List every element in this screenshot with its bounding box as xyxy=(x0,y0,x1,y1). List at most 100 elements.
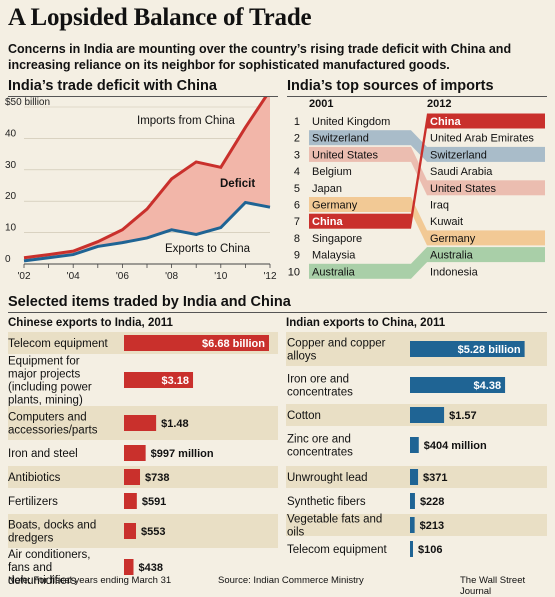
row-shading xyxy=(8,514,278,548)
y-tick-label: 0 xyxy=(5,254,11,265)
country-2001: Belgium xyxy=(312,166,352,178)
imports-series-label: Imports from China xyxy=(137,115,235,127)
value-bar xyxy=(124,372,194,388)
country-2012: Germany xyxy=(430,233,476,245)
value-bar xyxy=(410,541,413,557)
value-label: $213 xyxy=(420,520,444,532)
deficit-chart-heading: India’s trade deficit with China xyxy=(8,78,217,94)
highlight-2001 xyxy=(309,263,411,279)
value-label: $5.28 billion xyxy=(458,344,521,356)
category-label: Zinc ore and concentrates xyxy=(287,434,353,459)
rank-number: 3 xyxy=(294,149,300,161)
x-tick-label: '12 xyxy=(263,271,276,282)
country-2001: Switzerland xyxy=(312,133,369,145)
highlight-2012 xyxy=(427,180,545,196)
category-label: Iron and steel xyxy=(8,448,78,460)
highlight-2001 xyxy=(309,130,411,146)
country-2001: United Kingdom xyxy=(312,116,390,128)
category-label: Cotton xyxy=(287,410,321,422)
traded-items-bars: Telecom equipment $6.68 billion Equipment … xyxy=(8,335,525,587)
country-2001: Australia xyxy=(312,266,356,278)
country-2001: Malaysia xyxy=(312,250,356,262)
exports-line xyxy=(23,200,271,263)
x-tick-label: '02 xyxy=(17,271,30,282)
value-bar xyxy=(410,517,415,533)
y-tick-label: 40 xyxy=(5,128,17,139)
row-shading xyxy=(8,466,278,488)
traded-items-rule xyxy=(8,312,547,313)
category-label: Antibiotics xyxy=(8,472,61,484)
country-2012: Saudi Arabia xyxy=(430,166,493,178)
category-label: Equipment for major projects (including po… xyxy=(8,356,92,407)
value-bar xyxy=(410,469,419,485)
rank-connector xyxy=(411,247,427,279)
page-title: A Lopsided Balance of Trade xyxy=(8,4,312,31)
value-label: $6.68 billion xyxy=(202,338,265,350)
value-label: $553 xyxy=(141,526,165,538)
value-bar xyxy=(410,437,419,453)
x-tick-label: '06 xyxy=(116,271,129,282)
category-label: Vegetable fats and oils xyxy=(287,514,382,539)
value-bar xyxy=(410,407,445,423)
country-2001: Singapore xyxy=(312,233,362,245)
country-2012: Indonesia xyxy=(430,266,479,278)
rank-number: 9 xyxy=(294,250,300,262)
country-2001: Japan xyxy=(312,183,342,195)
country-2001: United States xyxy=(312,149,379,161)
value-bar xyxy=(124,335,269,351)
rank-number: 2 xyxy=(294,133,300,145)
category-label: Computers and accessories/parts xyxy=(8,412,98,437)
x-tick-label: '10 xyxy=(214,271,227,282)
footer-source: Source: Indian Commerce Ministry xyxy=(218,575,364,586)
rank-number: 5 xyxy=(294,183,300,195)
rank-connector xyxy=(411,113,427,229)
value-label: $4.38 xyxy=(474,380,502,392)
category-label: Telecom equipment xyxy=(8,338,109,350)
value-bar xyxy=(124,469,141,485)
category-label: Copper and copper alloys xyxy=(287,338,386,363)
rank-number: 4 xyxy=(294,166,300,178)
highlight-2001 xyxy=(309,197,411,212)
value-label: $404 million xyxy=(424,440,487,452)
highlight-2012 xyxy=(427,113,545,129)
x-tick-label: '08 xyxy=(165,271,178,282)
category-label: Unwrought lead xyxy=(287,472,368,484)
page-subtitle: Concerns in India are mounting over the … xyxy=(8,42,512,72)
rank-number: 1 xyxy=(294,116,300,128)
value-label: $738 xyxy=(145,472,169,484)
y-tick-label: 10 xyxy=(5,223,17,234)
country-2012: United States xyxy=(430,183,497,195)
category-label: Boats, docks and dredgers xyxy=(8,520,96,545)
exports-series-label: Exports to China xyxy=(165,243,251,255)
imports-ranking-heading: India’s top sources of imports xyxy=(287,78,494,94)
category-label: Iron ore and concentrates xyxy=(287,374,353,399)
value-label: $106 xyxy=(418,544,442,556)
category-label: Fertilizers xyxy=(8,496,58,508)
deficit-chart-rule xyxy=(8,96,278,97)
value-label: $228 xyxy=(420,496,444,508)
row-shading xyxy=(286,514,547,536)
country-2012: Switzerland xyxy=(430,149,487,161)
footer-credit: The Wall Street Journal xyxy=(460,575,526,597)
value-bar xyxy=(124,415,157,431)
column-2012-header: 2012 xyxy=(427,98,451,110)
y-tick-label: $50 billion xyxy=(5,97,50,108)
value-label: $3.18 xyxy=(161,375,189,387)
category-label: Air conditioners, fans and dehumidifiers xyxy=(8,549,90,587)
value-bar xyxy=(410,341,525,357)
country-2001: China xyxy=(312,216,343,228)
footer-note: Note: For fiscal years ending March 31 xyxy=(8,575,172,586)
column-2001-header: 2001 xyxy=(309,98,333,110)
rank-number: 6 xyxy=(294,200,300,212)
value-bar xyxy=(410,377,506,393)
value-label: $1.57 xyxy=(449,410,477,422)
y-tick-label: 30 xyxy=(5,160,17,171)
imports-ranking-rule xyxy=(287,96,547,97)
value-label: $591 xyxy=(142,496,166,508)
value-bar xyxy=(124,559,134,575)
country-2012: China xyxy=(430,116,461,128)
imports-line xyxy=(23,97,268,260)
value-bar xyxy=(124,445,146,461)
rank-number: 7 xyxy=(294,216,300,228)
deficit-annotation: Deficit xyxy=(220,178,255,190)
